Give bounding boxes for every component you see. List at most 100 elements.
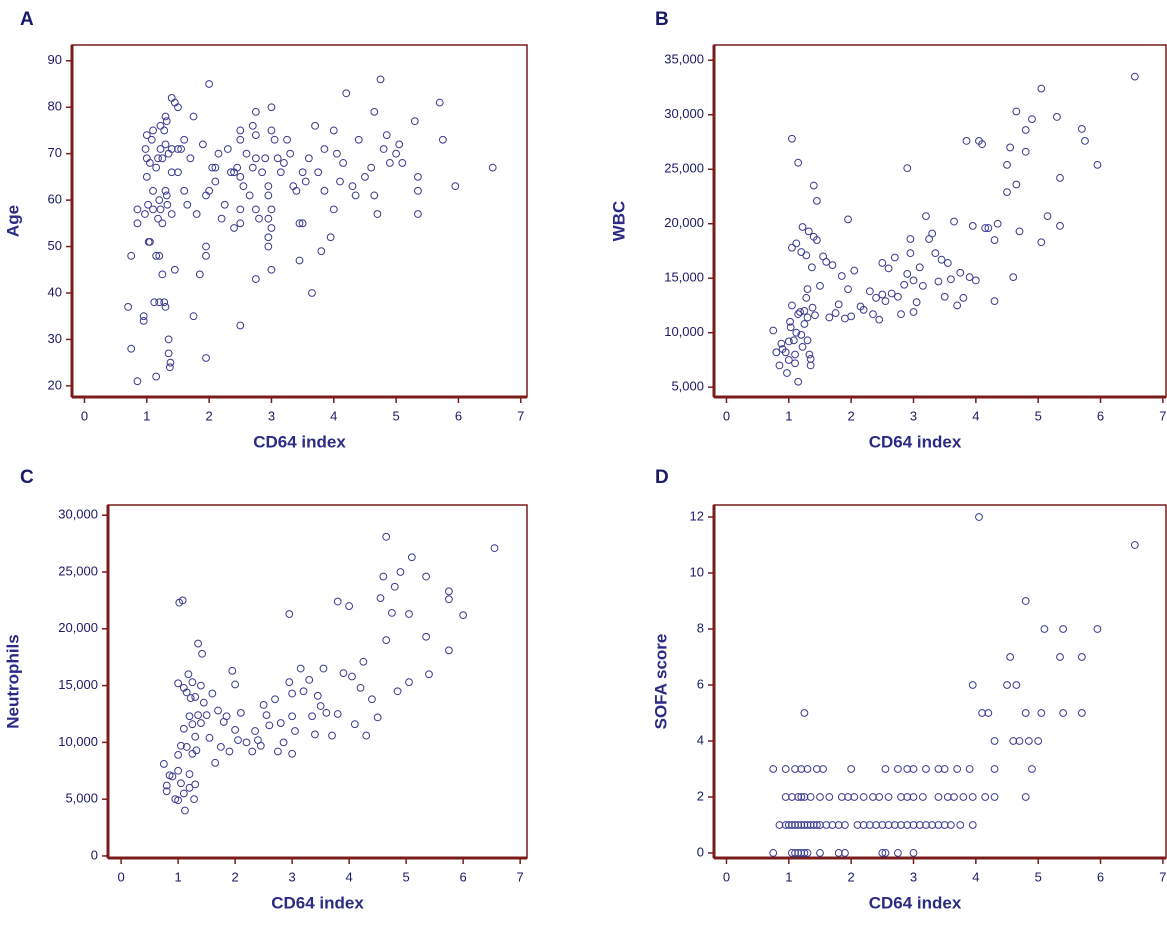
x-axis-title: CD64 index [253,432,346,451]
x-axis-title: CD64 index [869,893,962,912]
point [382,636,391,645]
point [320,145,329,153]
point [798,342,807,351]
point [962,137,971,145]
point [288,689,297,698]
point [236,126,245,135]
point [490,544,499,553]
point [197,719,205,727]
point [414,186,422,195]
point [211,177,220,186]
plot-frame [713,44,1167,398]
point [368,695,376,704]
point [258,168,267,177]
point [373,713,382,722]
point [878,259,887,267]
point [968,821,977,829]
point [174,168,182,177]
point [156,145,165,153]
point [405,610,413,618]
x-axis-title: CD64 index [869,432,962,451]
point [191,732,200,741]
point [220,200,229,209]
y-tick-label: 20,000 [664,215,704,230]
point [262,711,271,720]
point [414,172,422,181]
point [296,664,305,673]
y-tick-label: 10,000 [58,734,98,749]
point [149,205,157,214]
point [1006,143,1015,152]
point [149,186,157,195]
x-tick-label: 2 [848,869,855,884]
point [214,706,222,715]
point [202,242,210,251]
point [217,214,226,223]
point [292,186,301,195]
point [322,708,331,717]
point [127,344,136,353]
point [165,363,174,372]
point [410,117,419,126]
point [950,793,958,801]
point [159,760,168,768]
point [158,219,167,228]
point [179,724,188,733]
point [298,219,307,228]
point [379,572,388,581]
point [1081,137,1089,145]
point [881,297,890,305]
y-tick-label: 40 [48,284,62,299]
point [968,222,977,230]
point [812,765,821,773]
point [313,691,322,700]
x-tick-label: 5 [1035,869,1042,884]
point [202,711,211,720]
point [1130,72,1139,81]
point [161,186,170,195]
point [192,210,201,218]
point [283,135,291,144]
point [205,733,214,742]
point [211,758,220,767]
point [802,251,811,260]
point [152,372,161,381]
point [308,712,316,721]
x-tick-label: 3 [910,408,917,423]
point [451,182,460,191]
point [897,793,905,801]
point [990,297,999,305]
point [168,772,177,781]
point [816,793,824,801]
point [769,326,778,335]
point [251,154,260,163]
y-tick-label: 20,000 [58,620,98,635]
point [185,783,194,792]
x-tick-label: 3 [289,869,296,884]
point [356,683,365,692]
y-axis-title: Age [3,205,22,237]
point [834,849,843,857]
point [149,126,157,135]
point [784,821,793,829]
point [931,249,940,258]
point [205,186,214,195]
point [285,610,294,618]
point [825,313,834,322]
point [339,159,348,167]
point [1021,126,1030,134]
point [445,595,453,604]
point [878,821,887,829]
point [1056,222,1064,230]
point [359,657,368,666]
point [781,348,790,357]
point [797,793,806,801]
point [182,688,191,697]
point [922,212,930,220]
point [915,821,924,829]
x-tick-label: 7 [1159,408,1166,423]
y-tick-label: 5,000 [671,379,704,394]
point [267,205,276,214]
point [909,308,918,316]
point [940,765,949,773]
